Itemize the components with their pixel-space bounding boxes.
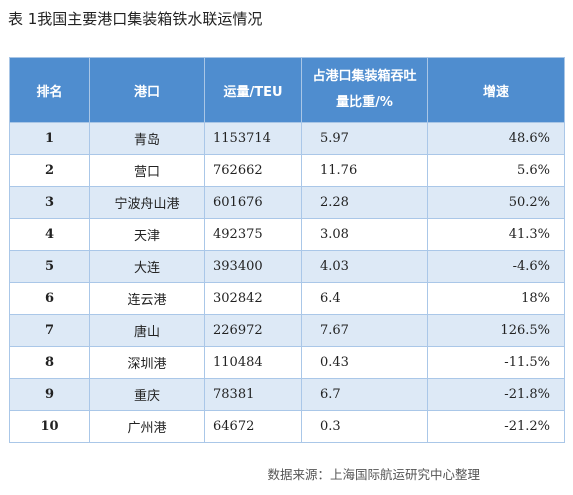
port-cell: 唐山: [89, 314, 205, 347]
volume-cell: 492375: [204, 218, 302, 251]
volume-cell: 302842: [204, 282, 302, 315]
volume-cell: 64672: [204, 410, 302, 443]
table-row: 5 大连 393400 4.03 -4.6%: [9, 250, 565, 283]
share-cell: 0.3: [301, 410, 428, 443]
growth-cell: 18%: [427, 282, 565, 315]
share-cell: 2.28: [301, 186, 428, 219]
rank-cell: 4: [9, 218, 90, 251]
table-row: 1 青岛 1153714 5.97 48.6%: [9, 122, 565, 155]
rank-cell: 9: [9, 378, 90, 411]
header-share: 占港口集装箱吞吐 量比重/%: [301, 57, 428, 123]
share-cell: 5.97: [301, 122, 428, 155]
port-cell: 天津: [89, 218, 205, 251]
header-share-line2: 量比重/%: [336, 95, 393, 110]
header-growth: 增速: [427, 57, 565, 123]
rank-cell: 8: [9, 346, 90, 379]
port-cell: 营口: [89, 154, 205, 187]
volume-cell: 762662: [204, 154, 302, 187]
growth-cell: -21.8%: [427, 378, 565, 411]
volume-cell: 78381: [204, 378, 302, 411]
share-cell: 0.43: [301, 346, 428, 379]
growth-cell: -11.5%: [427, 346, 565, 379]
share-cell: 7.67: [301, 314, 428, 347]
table-row: 7 唐山 226972 7.67 126.5%: [9, 314, 565, 347]
volume-cell: 110484: [204, 346, 302, 379]
port-cell: 广州港: [89, 410, 205, 443]
rank-cell: 3: [9, 186, 90, 219]
port-cell: 宁波舟山港: [89, 186, 205, 219]
volume-cell: 601676: [204, 186, 302, 219]
rank-cell: 7: [9, 314, 90, 347]
rank-cell: 1: [9, 122, 90, 155]
growth-cell: 5.6%: [427, 154, 565, 187]
table-row: 2 营口 762662 11.76 5.6%: [9, 154, 565, 187]
growth-cell: 41.3%: [427, 218, 565, 251]
port-cell: 重庆: [89, 378, 205, 411]
header-share-line1: 占港口集装箱吞吐: [312, 69, 417, 84]
header-port: 港口: [89, 57, 205, 123]
table-row: 3 宁波舟山港 601676 2.28 50.2%: [9, 186, 565, 219]
share-cell: 6.4: [301, 282, 428, 315]
volume-cell: 393400: [204, 250, 302, 283]
share-cell: 3.08: [301, 218, 428, 251]
port-cell: 深圳港: [89, 346, 205, 379]
header-volume: 运量/TEU: [204, 57, 302, 123]
port-cell: 大连: [89, 250, 205, 283]
share-cell: 4.03: [301, 250, 428, 283]
growth-cell: 126.5%: [427, 314, 565, 347]
growth-cell: -4.6%: [427, 250, 565, 283]
port-cell: 青岛: [89, 122, 205, 155]
table-row: 4 天津 492375 3.08 41.3%: [9, 218, 565, 251]
rank-cell: 10: [9, 410, 90, 443]
volume-cell: 1153714: [204, 122, 302, 155]
data-source-note: 数据来源：上海国际航运研究中心整理: [267, 467, 480, 482]
share-cell: 6.7: [301, 378, 428, 411]
table-row: 8 深圳港 110484 0.43 -11.5%: [9, 346, 565, 379]
rank-cell: 5: [9, 250, 90, 283]
table-title: 表 1我国主要港口集装箱铁水联运情况: [8, 10, 263, 28]
table-header-row: 排名 港口 运量/TEU 占港口集装箱吞吐 量比重/% 增速: [9, 57, 565, 123]
volume-cell: 226972: [204, 314, 302, 347]
growth-cell: 50.2%: [427, 186, 565, 219]
table-row: 10 广州港 64672 0.3 -21.2%: [9, 410, 565, 443]
port-cell: 连云港: [89, 282, 205, 315]
growth-cell: -21.2%: [427, 410, 565, 443]
port-rail-water-table: 排名 港口 运量/TEU 占港口集装箱吞吐 量比重/% 增速 1 青岛 1153…: [9, 57, 565, 443]
rank-cell: 2: [9, 154, 90, 187]
share-cell: 11.76: [301, 154, 428, 187]
table-row: 6 连云港 302842 6.4 18%: [9, 282, 565, 315]
header-rank: 排名: [9, 57, 90, 123]
table-row: 9 重庆 78381 6.7 -21.8%: [9, 378, 565, 411]
rank-cell: 6: [9, 282, 90, 315]
growth-cell: 48.6%: [427, 122, 565, 155]
